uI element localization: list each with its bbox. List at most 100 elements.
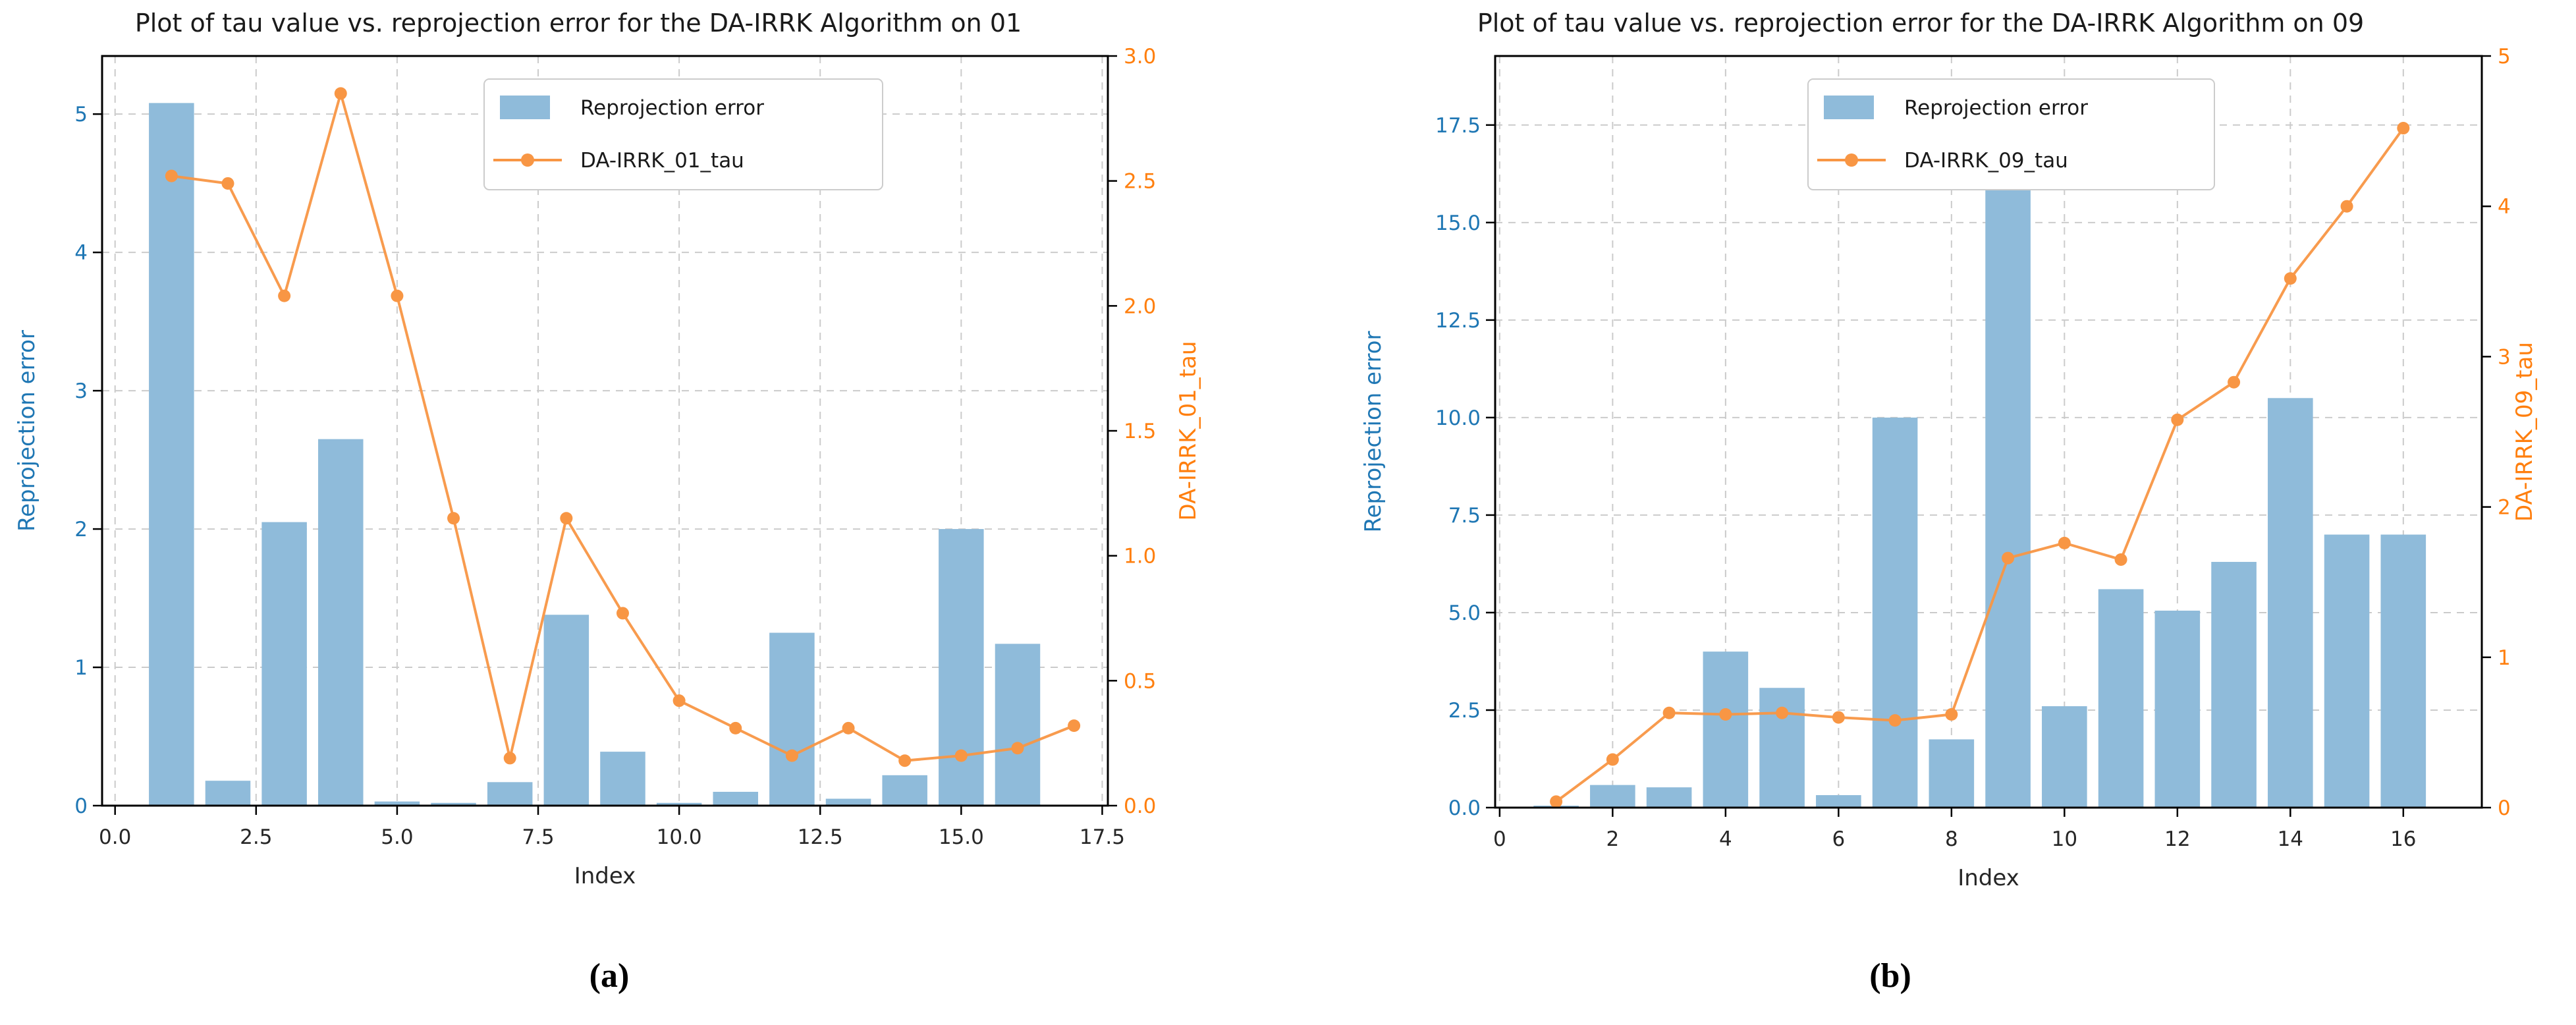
tau-point bbox=[391, 289, 404, 302]
plot-border bbox=[1494, 55, 2483, 809]
tau-point bbox=[2002, 551, 2015, 565]
y-tick-label-left: 15.0 bbox=[1435, 211, 1481, 235]
y-tick-label-left: 5 bbox=[74, 103, 88, 126]
tau-point bbox=[842, 721, 855, 734]
tau-point bbox=[1776, 706, 1789, 719]
y-axis-label-left: Reprojection error bbox=[1360, 331, 1386, 533]
chart-a: 0.0 2.5 5.0 7.5 10.0 12.5 15.0 17.5 0 1 2 3 4 5 0.0 0.5… bbox=[14, 9, 1201, 889]
tau-point bbox=[2228, 375, 2241, 389]
legend-box bbox=[1807, 78, 2215, 190]
legend-line-label: DA-IRRK_09_tau bbox=[1904, 149, 2068, 173]
bar bbox=[882, 775, 927, 806]
y-tick-label-left: 5.0 bbox=[1448, 601, 1481, 625]
y-tick-label-right: 3.0 bbox=[1124, 45, 1156, 69]
bar bbox=[431, 802, 476, 806]
subfigure-caption-b: (b) bbox=[1869, 957, 1911, 995]
tau-point bbox=[334, 87, 347, 100]
tau-point bbox=[1719, 708, 1732, 721]
bar bbox=[261, 522, 307, 806]
bar bbox=[995, 644, 1041, 806]
bar bbox=[1816, 795, 1861, 808]
legend-bar-swatch bbox=[1824, 96, 1874, 119]
y-tick-label-right: 0.0 bbox=[1124, 794, 1156, 818]
x-tick-label: 16 bbox=[2390, 827, 2416, 851]
y-tick-label-left: 0 bbox=[74, 794, 88, 818]
bar bbox=[769, 632, 815, 806]
x-tick-label: 2 bbox=[1606, 827, 1619, 851]
tau-point bbox=[785, 749, 798, 762]
bar bbox=[2380, 534, 2426, 808]
bar bbox=[2098, 589, 2144, 808]
y-tick-label-left: 12.5 bbox=[1435, 309, 1481, 333]
tau-point bbox=[503, 752, 516, 765]
y-tick-label-right: 2 bbox=[2498, 496, 2511, 520]
tau-point bbox=[1068, 719, 1081, 733]
tau-point bbox=[1888, 714, 1902, 727]
y-tick-label-right: 2.0 bbox=[1124, 294, 1156, 318]
bar bbox=[1985, 97, 2031, 808]
tau-point bbox=[2397, 122, 2410, 135]
legend-line-label: DA-IRRK_01_tau bbox=[580, 149, 744, 173]
tau-point bbox=[560, 512, 573, 525]
x-tick-label: 10 bbox=[2052, 827, 2077, 851]
x-tick-label: 7.5 bbox=[522, 825, 554, 849]
y-axis-label-right: DA-IRRK_01_tau bbox=[1175, 341, 1201, 521]
bar bbox=[2268, 398, 2313, 808]
x-tick-label: 14 bbox=[2278, 827, 2303, 851]
y-tick-label-left: 4 bbox=[74, 241, 88, 265]
tau-point bbox=[1011, 742, 1024, 755]
bar bbox=[1646, 787, 1692, 808]
bar bbox=[1759, 688, 1805, 808]
bar bbox=[600, 752, 645, 806]
y-tick-label-right: 1 bbox=[2498, 646, 2511, 670]
chart-b: 0 2 4 6 8 10 12 14 160.02.55.07.510.012.515.017.… bbox=[1360, 9, 2538, 891]
legend-bar-swatch bbox=[500, 96, 550, 119]
tau-point bbox=[2114, 553, 2127, 566]
y-tick-label-left: 3 bbox=[74, 379, 88, 403]
tau-point bbox=[2171, 413, 2184, 426]
y-axis-label-left: Reprojection error bbox=[14, 330, 40, 532]
bar bbox=[1929, 739, 1975, 808]
y-tick-label-right: 5 bbox=[2498, 45, 2511, 69]
y-tick-label-right: 0 bbox=[2498, 796, 2511, 820]
legend-line-marker bbox=[1845, 153, 1858, 167]
chart-title: Plot of tau value vs. reprojection error… bbox=[135, 9, 1022, 38]
y-tick-label-right: 1.5 bbox=[1124, 420, 1156, 443]
tau-point bbox=[1662, 706, 1676, 719]
chart-title: Plot of tau value vs. reprojection error… bbox=[1477, 9, 2364, 38]
bar bbox=[149, 103, 194, 806]
x-tick-label: 8 bbox=[1945, 827, 1958, 851]
legend-line-marker bbox=[521, 153, 534, 167]
bar bbox=[543, 615, 589, 806]
legend-bar-label: Reprojection error bbox=[580, 96, 764, 120]
y-tick-label-left: 0.0 bbox=[1448, 796, 1481, 820]
y-tick-label-right: 3 bbox=[2498, 345, 2511, 369]
y-tick-label-left: 1 bbox=[74, 656, 88, 680]
x-tick-label: 10.0 bbox=[657, 825, 702, 849]
bar bbox=[656, 802, 702, 806]
x-tick-label: 17.5 bbox=[1080, 825, 1125, 849]
bar-series bbox=[1533, 97, 2426, 808]
legend-box bbox=[483, 78, 883, 190]
tau-point bbox=[2058, 536, 2071, 549]
legend-bar-label: Reprojection error bbox=[1904, 96, 2088, 120]
x-tick-label: 15.0 bbox=[939, 825, 984, 849]
bar bbox=[939, 529, 984, 806]
tau-point bbox=[221, 177, 234, 190]
y-tick-label-right: 4 bbox=[2498, 195, 2511, 219]
tau-point bbox=[1832, 711, 1845, 724]
subfigure-caption-a: (a) bbox=[589, 957, 630, 995]
x-tick-label: 12.5 bbox=[798, 825, 843, 849]
tau-point bbox=[672, 694, 686, 707]
tau-point bbox=[1945, 708, 1958, 721]
bar bbox=[205, 781, 251, 806]
bar bbox=[374, 801, 420, 806]
bar bbox=[2042, 706, 2087, 808]
tau-point bbox=[729, 721, 742, 734]
tau-point bbox=[2340, 200, 2353, 213]
x-tick-label: 2.5 bbox=[240, 825, 272, 849]
bar bbox=[2324, 534, 2370, 808]
bar bbox=[713, 792, 759, 806]
x-tick-label: 6 bbox=[1832, 827, 1845, 851]
